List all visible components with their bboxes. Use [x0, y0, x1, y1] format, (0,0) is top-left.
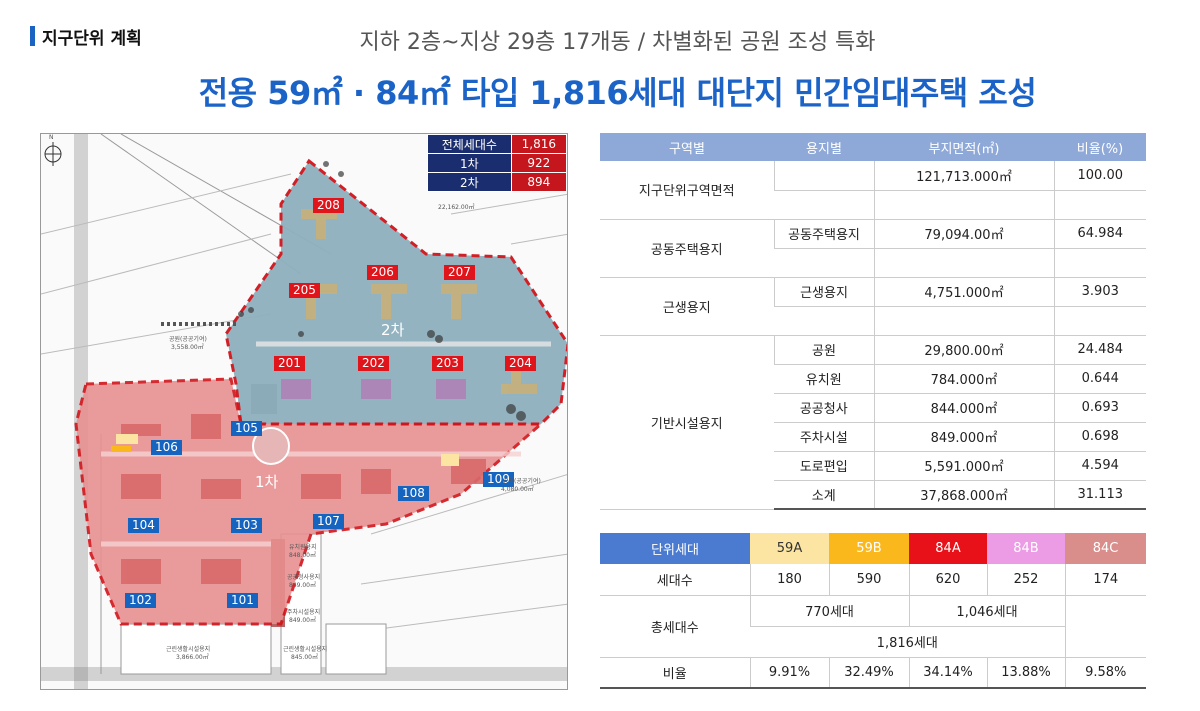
unit-type-59a: 59A — [750, 533, 829, 564]
table-row: 1,816세대 — [600, 626, 1146, 658]
building-tag[interactable]: 103 — [231, 518, 262, 533]
kinder-area: 848.00㎡ — [289, 552, 316, 559]
table-row: 총세대수 770세대 1,046세대 — [600, 595, 1146, 658]
page-headline: 전용 59㎡ · 84㎡ 타입 1,816세대 대단지 민간임대주택 조성 — [198, 74, 1037, 112]
table-row: 공동주택용지 공동주택용지 79,094.00㎡ 64.984 — [600, 219, 1146, 278]
building-tag[interactable]: 205 — [289, 283, 320, 298]
building-tag[interactable]: 101 — [227, 593, 258, 608]
building-tag[interactable]: 202 — [358, 356, 389, 371]
table-row: 유치원 784.000㎡ 0.644 — [600, 364, 1146, 394]
unit-table: 단위세대 59A 59B 84A 84B 84C 세대수 180 590 620… — [600, 533, 1146, 689]
neighbor-2-area: 845.00㎡ — [291, 654, 318, 661]
building-tag[interactable]: 207 — [444, 265, 475, 280]
table-row: 소계 37,868.000㎡ 31.113 — [600, 480, 1146, 510]
table-row: 비율 9.91% 32.49% 34.14% 13.88% 9.58% — [600, 657, 1146, 689]
gov-label: 공공청사용지 — [287, 574, 321, 581]
gov-area: 849.00㎡ — [289, 582, 316, 589]
kinder-label: 유치원용지 — [289, 544, 317, 551]
neighbor-1-label: 근린생활시설용지 — [166, 646, 211, 653]
section-title: 지구단위 계획 — [42, 29, 142, 49]
household-summary: 전체세대수 1,816 1차 922 2차 894 — [427, 134, 567, 192]
table-row: 도로편입 5,591.000㎡ 4.594 — [600, 451, 1146, 481]
building-tag[interactable]: 108 — [398, 486, 429, 501]
parking-area: 849.00㎡ — [289, 617, 316, 624]
unit-type-84b: 84B — [987, 533, 1065, 564]
table-row: 주차시설 849.000㎡ 0.698 — [600, 422, 1146, 452]
building-tag[interactable]: 105 — [231, 421, 262, 436]
parking-label: 주차시설용지 — [287, 609, 321, 616]
unit-header-row: 단위세대 59A 59B 84A 84B 84C — [600, 533, 1146, 564]
page-subtitle: 지하 2층~지상 29층 17개동 / 차별화된 공원 조성 특화 — [359, 30, 876, 55]
building-tag[interactable]: 208 — [313, 198, 344, 213]
table-header-row: 구역별 용지별 부지면적(㎡) 비율(%) — [600, 133, 1146, 161]
compass-rose-icon — [44, 142, 62, 166]
building-tag[interactable]: 109 — [483, 472, 514, 487]
unit-type-84a: 84A — [909, 533, 987, 564]
table-row: 근생용지 근생용지 4,751.000㎡ 3.903 — [600, 277, 1146, 336]
unit-type-59b: 59B — [829, 533, 909, 564]
table-row: 지구단위구역면적 121,713.000㎡ 100.00 — [600, 161, 1146, 220]
neighbor-1-area: 3,866.00㎡ — [176, 654, 209, 661]
building-tag[interactable]: 206 — [367, 265, 398, 280]
table-row: 세대수 180 590 620 252 174 — [600, 564, 1146, 596]
table-row: 기반시설용지 공원 29,800.00㎡ 24.484 — [600, 335, 1146, 510]
building-tag[interactable]: 203 — [432, 356, 463, 371]
site-plan-drawing — [41, 134, 567, 689]
unit-type-84c: 84C — [1065, 533, 1146, 564]
land-use-table: 구역별 용지별 부지면적(㎡) 비율(%) 지구단위구역면적 121,713.0… — [600, 133, 1146, 510]
east-park-area: 4,080.00㎡ — [501, 486, 534, 493]
building-tag[interactable]: 201 — [274, 356, 305, 371]
building-tag[interactable]: 106 — [151, 440, 182, 455]
building-tag[interactable]: 102 — [125, 593, 156, 608]
table-row: 공공청사 844.000㎡ 0.693 — [600, 393, 1146, 423]
park-label: 공원(공공기여) — [169, 336, 207, 343]
phase-1-label: 1차 — [255, 473, 279, 491]
phase-2-label: 2차 — [381, 321, 405, 339]
compass-label: N — [49, 134, 54, 141]
neighbor-2-label: 근린생활시설용지 — [283, 646, 328, 653]
top-area: 22,162.00㎡ — [438, 204, 475, 211]
park-area: 3,558.00㎡ — [171, 344, 204, 351]
east-park-label: 공원(공공기여) — [503, 478, 541, 485]
building-tag[interactable]: 104 — [128, 518, 159, 533]
building-tag[interactable]: 107 — [313, 514, 344, 529]
building-tag[interactable]: 204 — [505, 356, 536, 371]
site-plan-map: N 전체세대수 1,816 1차 922 2차 894 2차 1차 208 205 2… — [40, 133, 568, 690]
section-marker — [30, 26, 35, 46]
